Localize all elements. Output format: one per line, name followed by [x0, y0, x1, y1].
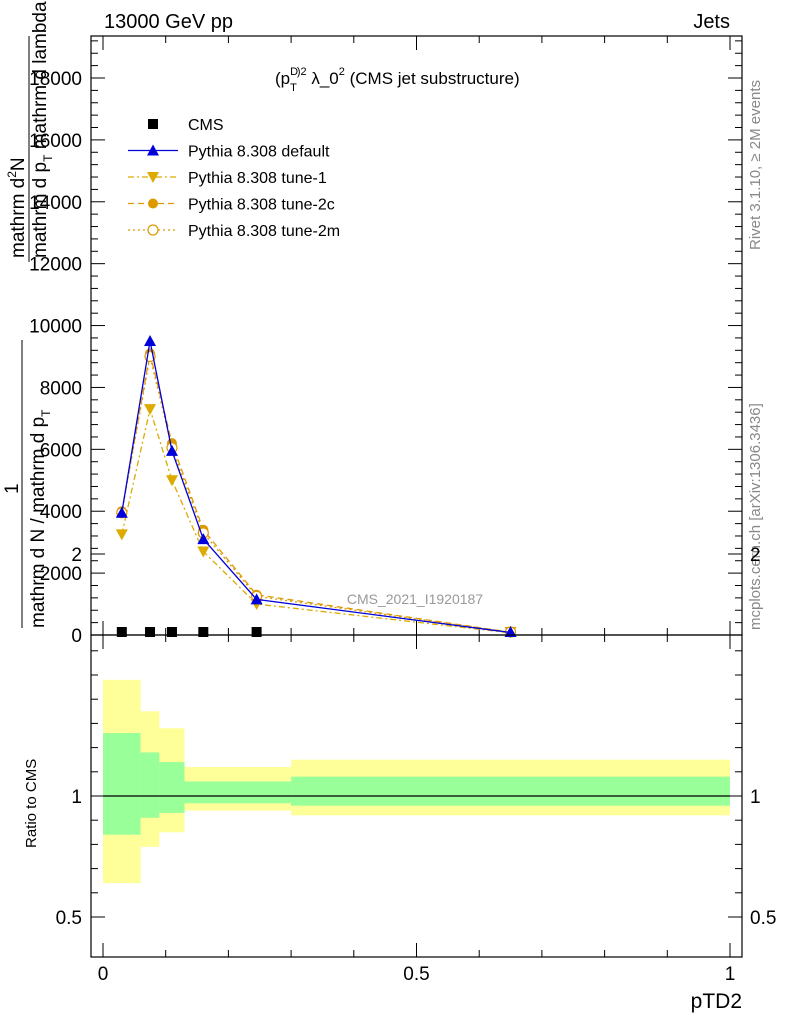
- ylabel-numer-sup: 2: [5, 171, 19, 178]
- legend: CMS Pythia 8.308 default Pythia 8.308 tune…: [128, 117, 340, 240]
- title-sup-d: D: [290, 66, 298, 78]
- legend-label-tune2m: Pythia 8.308 tune-2m: [188, 223, 340, 240]
- data-point-cms: [166, 627, 177, 637]
- ylabel-frac-sub: T: [39, 409, 53, 417]
- title-sub-t: T: [290, 82, 297, 94]
- ratio-band-inner: [184, 781, 292, 804]
- main-y-tick-label: 8000: [40, 378, 82, 399]
- main-y-axis: 0 2000 4000 6000 8000 10000 12000 14000 16000 180…: [29, 40, 742, 647]
- legend-entry-default: Pythia 8.308 default: [128, 144, 330, 161]
- header-jets-label: Jets: [693, 11, 730, 33]
- series-cms: [116, 627, 262, 637]
- data-point-default: [115, 506, 128, 518]
- ratio-band-inner: [159, 762, 185, 813]
- ratio-x-axis: 0 0.5 1: [98, 635, 736, 985]
- x-tick-label: 0: [98, 964, 109, 985]
- legend-entry-tune2m: Pythia 8.308 tune-2m: [128, 223, 340, 240]
- ylabel-denom-b: mathrm d lambda: [30, 1, 51, 155]
- ratio-bands: [103, 679, 730, 884]
- legend-entry-tune1: Pythia 8.308 tune-1: [128, 170, 327, 187]
- data-point-default: [165, 444, 178, 456]
- mcplots-label: mcplots.cern.ch [arXiv:1306.3436]: [747, 403, 764, 630]
- main-y-axis-label: mathrm d2N mathrm d pT mathrm d lambda 1…: [2, 1, 55, 628]
- legend-marker-tune1: [147, 172, 159, 183]
- ylabel-denom-a: mathrm d p: [30, 162, 51, 258]
- ylabel-numer-top: mathrm d: [8, 178, 29, 258]
- main-y-tick-label: 0: [71, 626, 82, 647]
- ylabel-fraction: mathrm d N / mathrm d pT: [28, 409, 53, 628]
- data-point-tune1: [115, 529, 128, 541]
- legend-label-tune1: Pythia 8.308 tune-1: [188, 170, 327, 187]
- ratio-y-axis-label: Ratio to CMS: [23, 759, 40, 848]
- ratio-band-inner: [103, 733, 141, 835]
- legend-entry-tune2c: Pythia 8.308 tune-2c: [128, 197, 335, 214]
- chart-title: (pD T)2 λ_02 (CMS jet substructure): [275, 66, 520, 94]
- ratio-y-tick-label-right: 1: [750, 787, 761, 808]
- ylabel-numer-n: N: [8, 157, 29, 171]
- main-y-tick-label: 2000: [40, 564, 82, 585]
- x-axis-label: pTD2: [691, 990, 742, 1013]
- legend-label-default: Pythia 8.308 default: [188, 144, 330, 161]
- title-sup-2b: 2: [339, 66, 345, 78]
- legend-entry-cms: CMS: [148, 117, 224, 134]
- ratio-band-inner: [140, 752, 160, 818]
- data-point-tune1: [197, 546, 210, 558]
- data-point-cms: [116, 627, 127, 637]
- ratio-band-inner: [291, 776, 730, 806]
- legend-label-tune2c: Pythia 8.308 tune-2c: [188, 197, 335, 214]
- series-line-default: [121, 340, 511, 634]
- legend-marker-tune2m: [147, 224, 159, 236]
- ylabel-denominator: mathrm d pT mathrm d lambda: [30, 1, 55, 258]
- ratio-y-tick-label: 1: [71, 787, 82, 808]
- legend-marker-cms: [148, 119, 158, 129]
- data-point-default: [197, 533, 210, 545]
- main-y-tick-label: 18000: [29, 69, 82, 90]
- ylabel-numerator: mathrm d2N: [5, 157, 29, 258]
- main-y-tick-label: 16000: [29, 131, 82, 152]
- legend-marker-tune2c: [148, 198, 158, 209]
- ratio-y-tick-label-right: 0.5: [750, 908, 776, 929]
- data-point-tune1: [144, 404, 157, 416]
- x-tick-label: 1: [725, 964, 736, 985]
- data-point-cms: [198, 627, 209, 637]
- legend-marker-default: [147, 144, 159, 156]
- main-y-tick-label: 14000: [29, 193, 82, 214]
- title-tail: (CMS jet substructure): [345, 69, 520, 88]
- rivet-version-label: Rivet 3.1.10, ≥ 2M events: [747, 80, 764, 250]
- data-point-cms: [145, 627, 156, 637]
- x-tick-label: 0.5: [403, 964, 429, 985]
- data-point-default: [250, 593, 263, 605]
- ratio-panel: 0.5 0.51 12 2 0 0.5 1 Ratio to CMS pTD2: [23, 545, 776, 1013]
- main-y-tick-label: 6000: [40, 440, 82, 461]
- watermark-label: CMS_2021_I1920187: [347, 591, 483, 607]
- series-line-tune1: [121, 406, 511, 634]
- main-x-ticks: [102, 36, 731, 635]
- main-series-group: [115, 335, 517, 638]
- main-y-tick-label: 12000: [29, 255, 82, 276]
- data-point-cms: [251, 627, 262, 637]
- main-y-tick-label: 4000: [40, 502, 82, 523]
- main-panel: 0 2000 4000 6000 8000 10000 12000 14000 16000 180…: [2, 1, 743, 647]
- title-close-sup: ): [297, 66, 301, 78]
- main-y-tick-label: 10000: [29, 317, 82, 338]
- ratio-y-tick-label-right: 2: [750, 545, 761, 566]
- ylabel-frac-a: mathrm d N / mathrm d p: [28, 417, 49, 628]
- data-point-tune1: [165, 475, 178, 487]
- ratio-y-tick-label: 2: [71, 545, 82, 566]
- ratio-y-tick-label: 0.5: [56, 908, 82, 929]
- title-mid: λ_0: [307, 69, 339, 88]
- ylabel-denom-sub: T: [41, 154, 55, 162]
- title-sup-2a: 2: [300, 66, 306, 78]
- header-energy-label: 13000 GeV pp: [104, 11, 233, 33]
- series-default: [115, 335, 517, 637]
- title-base: (p: [275, 69, 290, 88]
- legend-label-cms: CMS: [188, 117, 224, 134]
- data-point-default: [504, 626, 517, 637]
- data-point-default: [144, 335, 157, 347]
- ratio-y-axis: 0.5 0.5 1 1 2 2: [56, 545, 777, 929]
- ylabel-one: 1: [2, 483, 23, 494]
